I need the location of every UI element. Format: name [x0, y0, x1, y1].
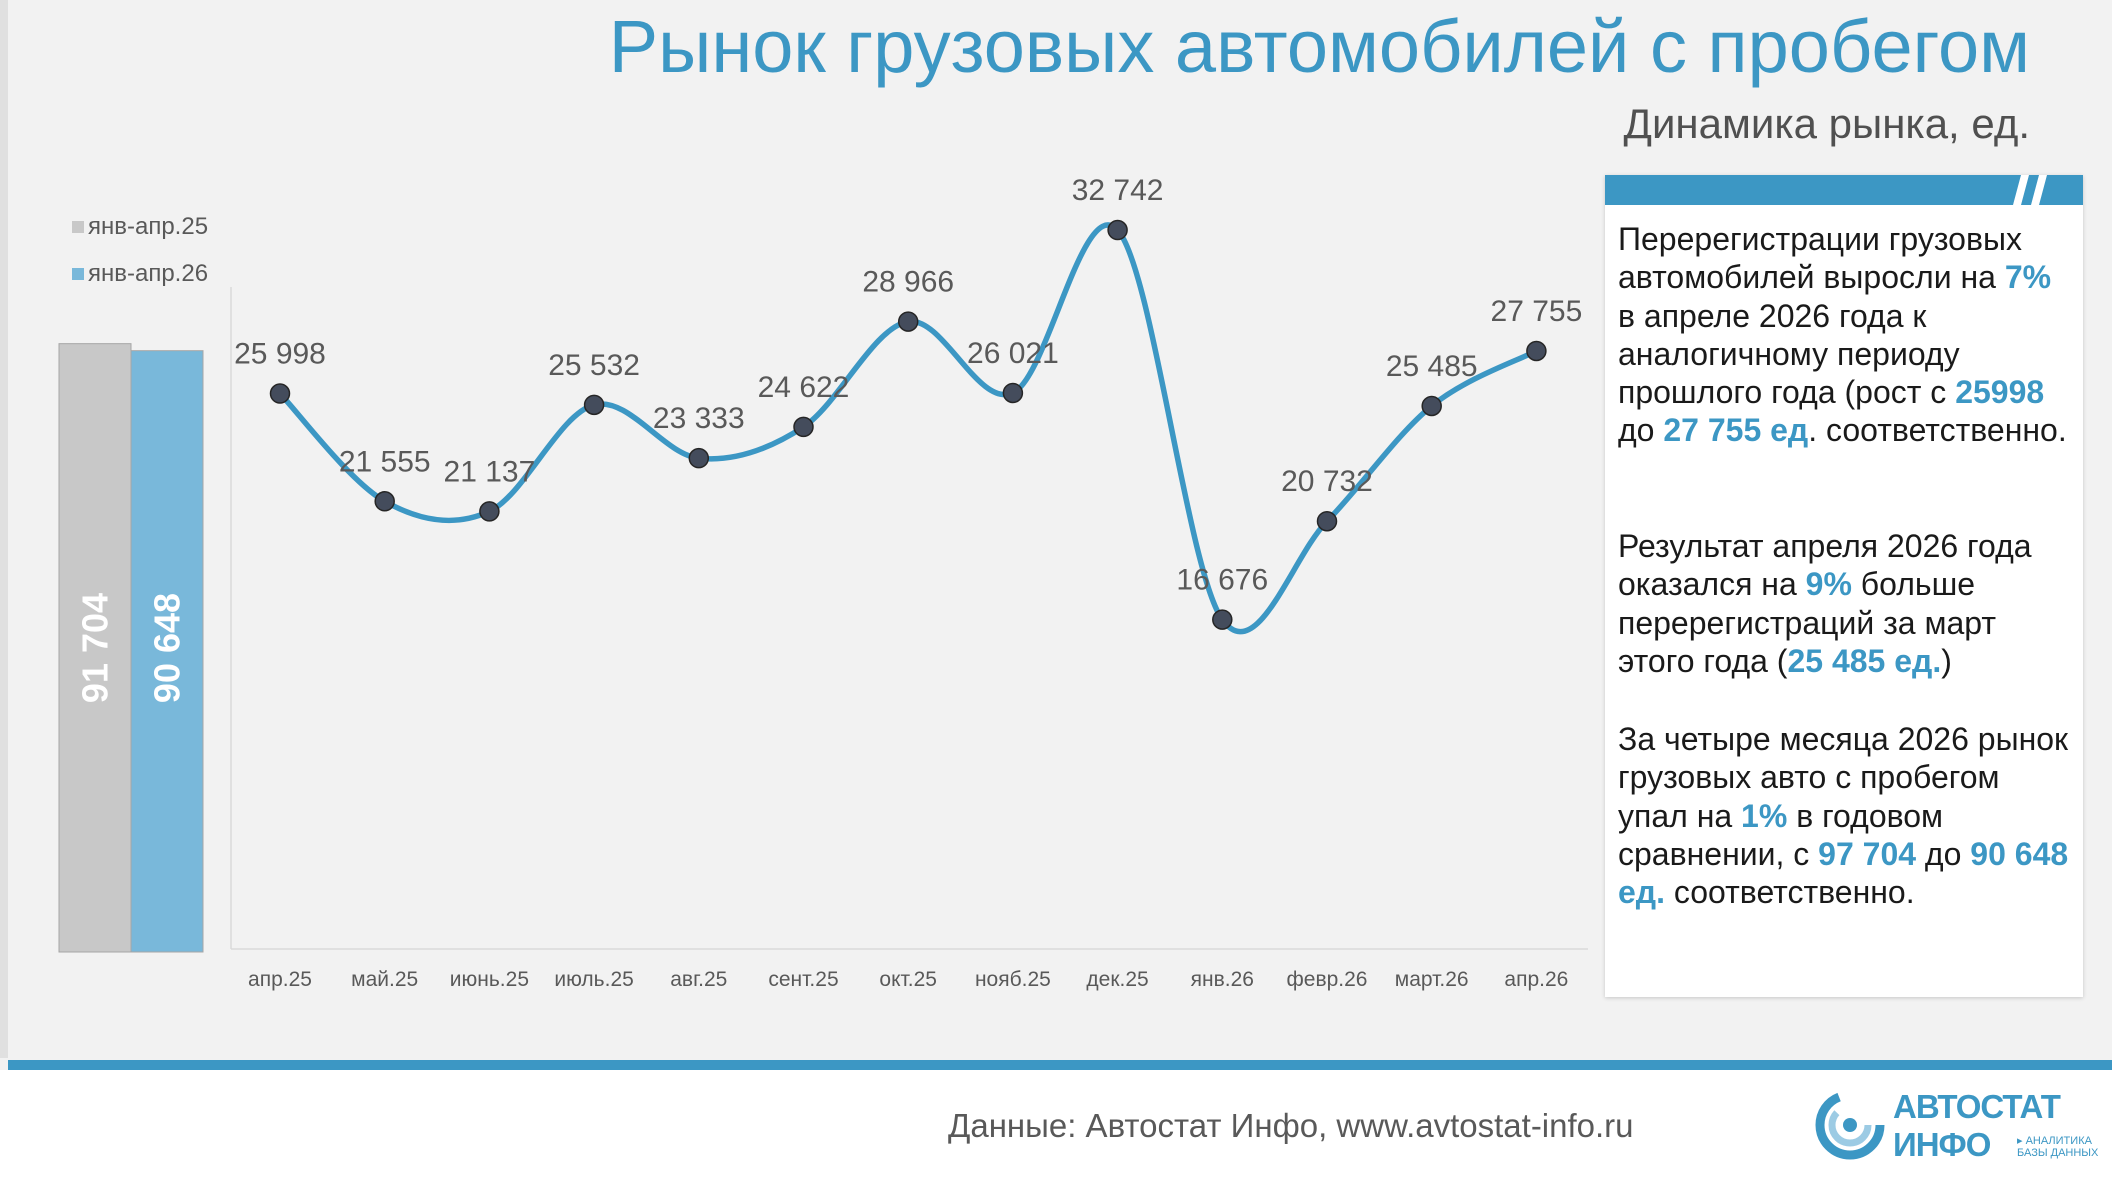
legend-item-2025: янв-апр.25: [72, 213, 208, 241]
footer-divider: [8, 1060, 2112, 1070]
panel-paragraph-1: Перерегистрации грузовых автомобилей выр…: [1618, 220, 2076, 450]
slide-left-edge: [0, 0, 8, 1058]
panel-header-stripe: [1605, 175, 2083, 205]
line-value-label-4: 25 532: [548, 349, 640, 382]
highlight-value: 25 485 ед.: [1787, 642, 1942, 679]
legend-swatch-2025: [72, 221, 84, 233]
ytd-bar-chart: 91 704 90 648: [58, 343, 204, 953]
series-line: [277, 222, 1540, 635]
text-run: ): [1941, 642, 1952, 679]
panel-paragraph-3: За четыре месяца 2026 рынок грузовых авт…: [1618, 720, 2076, 911]
line-value-label-11: 20 732: [1281, 465, 1373, 498]
legend-swatch-2026: [72, 268, 84, 280]
x-tick-label-9: дек.25: [1086, 968, 1148, 991]
source-note: Данные: Автостат Инфо, www.avtostat-info…: [948, 1107, 1634, 1144]
line-value-label-3: 21 137: [444, 455, 536, 488]
highlight-value: 9%: [1805, 566, 1852, 603]
x-tick-label-5: авг.25: [670, 968, 727, 991]
logo-tagline-1: ▸ АНАЛИТИКА: [2017, 1135, 2092, 1147]
line-point-9: [1107, 219, 1128, 241]
line-point-1: [269, 383, 291, 404]
text-run: За четыре месяца 2026 рынок грузовых авт…: [1618, 721, 2069, 834]
x-tick-label-13: апр.26: [1504, 968, 1568, 991]
line-value-label-5: 23 333: [653, 402, 745, 435]
legend-label-2026: янв-апр.26: [88, 260, 209, 287]
ytd-bar-2: [130, 350, 204, 953]
line-value-label-8: 26 021: [967, 337, 1059, 370]
ytd-bar-value-label-2: 90 648: [147, 593, 188, 703]
line-value-label-12: 25 485: [1386, 350, 1478, 383]
charts-area: 91 704 90 648 25 998 апр.25 21 555 май.25 21 …: [58, 174, 1588, 991]
x-tick-label-1: апр.25: [248, 968, 312, 991]
line-value-label-6: 24 622: [758, 371, 850, 404]
line-value-label-2: 21 555: [339, 445, 431, 478]
line-value-label-10: 16 676: [1176, 564, 1268, 597]
line-point-2: [374, 491, 395, 512]
panel-paragraph-2: Результат апреля 2026 года оказался на 9…: [1618, 527, 2076, 680]
line-value-label-13: 27 755: [1491, 295, 1583, 328]
logo-swirl-icon: [1815, 1090, 1885, 1160]
text-run: Перерегистрации грузовых автомобилей выр…: [1618, 221, 2022, 296]
text-run: Результат апреля 2026 года оказался на: [1618, 528, 2032, 603]
text-run: в апреле 2026 года к аналогичному период…: [1618, 297, 1960, 411]
line-value-label-1: 25 998: [234, 338, 326, 371]
line-point-7: [897, 311, 919, 332]
line-point-5: [688, 447, 710, 469]
commentary-panel: Перерегистрации грузовых автомобилей выр…: [1605, 175, 2083, 997]
ytd-bar-1: [58, 343, 132, 953]
text-run: до: [1618, 412, 1664, 449]
line-value-label-7: 28 966: [862, 266, 954, 299]
page-subtitle: Динамика рынка, ед.: [1623, 100, 2030, 147]
highlight-value: 97 704: [1818, 835, 1917, 872]
text-run: до: [1916, 835, 1971, 872]
monthly-line-axes: [230, 287, 1588, 950]
x-tick-label-7: окт.25: [879, 968, 937, 991]
x-tick-label-12: март.26: [1395, 968, 1469, 991]
logo-wordmark-bottom: ИНФО: [1893, 1126, 1991, 1163]
text-run: соответственно.: [1665, 874, 1915, 911]
x-tick-label-10: янв.26: [1191, 968, 1254, 991]
ytd-bar-value-label-1: 91 704: [75, 593, 116, 703]
text-run: . соответственно.: [1808, 412, 2067, 449]
highlight-value: 90 648 ед.: [1618, 835, 2069, 911]
line-point-12: [1421, 395, 1442, 417]
logo-tagline-2: БАЗЫ ДАННЫХ: [2017, 1147, 2099, 1159]
x-tick-label-6: сент.25: [768, 968, 838, 991]
legend-item-2026: янв-апр.26: [72, 260, 208, 288]
line-point-6: [793, 416, 814, 438]
line-point-3: [479, 501, 500, 522]
line-point-4: [583, 394, 605, 416]
x-tick-label-3: июнь.25: [450, 968, 529, 991]
legend-label-2025: янв-апр.25: [88, 213, 209, 240]
highlight-value: 27 755 ед: [1663, 412, 1809, 449]
page-title: Рынок грузовых автомобилей с пробегом: [608, 5, 2030, 88]
highlight-value: 25998: [1955, 374, 2045, 411]
monthly-line-chart: 25 998 апр.25 21 555 май.25 21 137 июнь.25 25 …: [234, 174, 1582, 991]
line-value-label-9: 32 742: [1072, 174, 1164, 207]
avtostat-logo: АВТОСТАТ ИНФО ▸ АНАЛИТИКА БАЗЫ ДАННЫХ: [1812, 1082, 2098, 1168]
x-tick-label-2: май.25: [351, 968, 418, 991]
highlight-value: 7%: [2004, 259, 2052, 296]
line-point-13: [1526, 340, 1547, 362]
logo-wordmark-top: АВТОСТАТ: [1893, 1088, 2061, 1125]
text-run: больше перерегистраций за март этого год…: [1618, 566, 1996, 679]
line-point-11: [1316, 510, 1338, 532]
text-run: в годовом сравнении, с: [1618, 797, 1944, 872]
line-point-8: [1002, 382, 1024, 404]
line-point-10: [1212, 609, 1233, 630]
x-tick-label-4: июль.25: [554, 968, 633, 991]
x-tick-label-8: нояб.25: [975, 968, 1051, 991]
x-tick-label-11: февр.26: [1287, 968, 1368, 991]
highlight-value: 1%: [1741, 797, 1788, 834]
footer-background: [0, 1070, 2112, 1178]
